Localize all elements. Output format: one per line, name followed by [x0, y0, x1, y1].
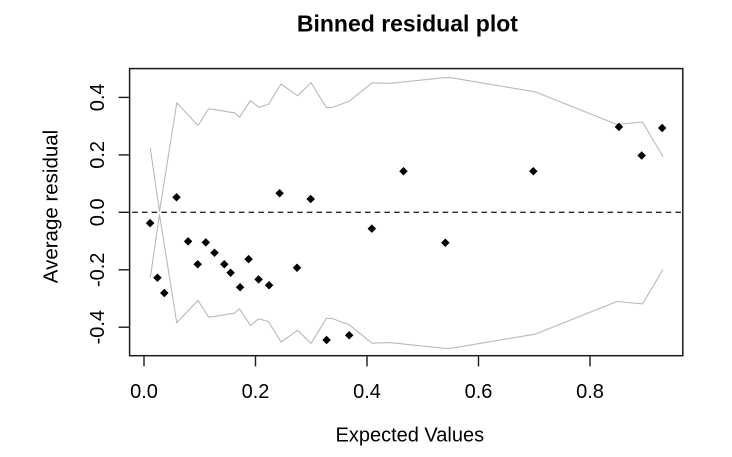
- svg-text:0.8: 0.8: [576, 381, 604, 403]
- svg-text:0.6: 0.6: [465, 381, 493, 403]
- svg-text:-0.2: -0.2: [87, 253, 109, 287]
- svg-text:-0.4: -0.4: [87, 310, 109, 344]
- svg-text:0.2: 0.2: [87, 141, 109, 169]
- svg-text:0.0: 0.0: [130, 381, 158, 403]
- svg-text:Binned residual plot: Binned residual plot: [297, 10, 518, 36]
- svg-text:0.0: 0.0: [87, 198, 109, 226]
- svg-text:0.2: 0.2: [242, 381, 270, 403]
- svg-text:0.4: 0.4: [353, 381, 381, 403]
- svg-text:Average residual: Average residual: [40, 130, 63, 283]
- svg-text:Expected Values: Expected Values: [335, 424, 484, 446]
- svg-text:0.4: 0.4: [87, 83, 109, 111]
